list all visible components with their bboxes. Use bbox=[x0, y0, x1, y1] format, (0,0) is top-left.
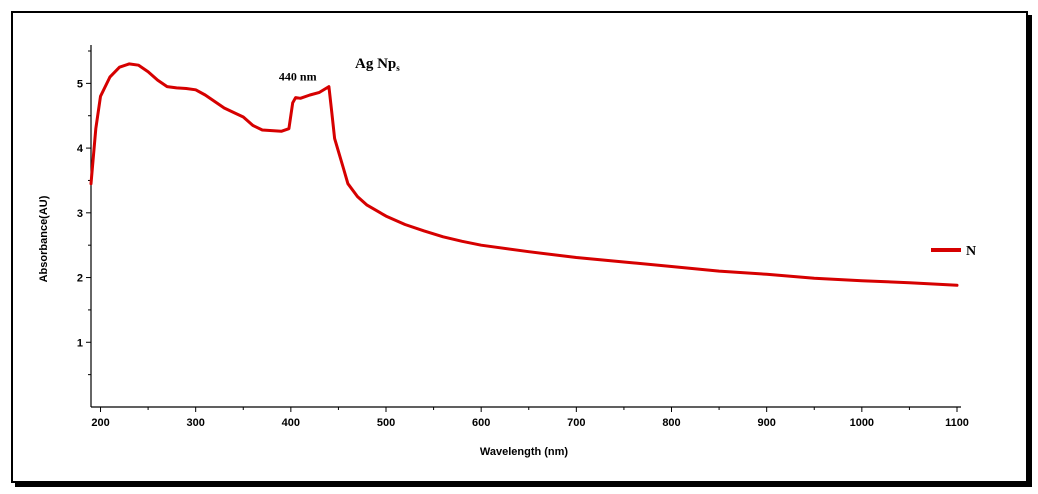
annotations: Ag Nps 440 nm bbox=[279, 56, 400, 84]
y-tick-label: 4 bbox=[77, 143, 84, 155]
x-tick-label: 1000 bbox=[850, 417, 874, 429]
x-tick-label: 700 bbox=[567, 417, 585, 429]
x-tick-label: 1100 bbox=[945, 417, 969, 429]
line-chart: 200 300 400 500 600 700 800 900 1000 1100 1 2 3 4 5 Ag… bbox=[38, 45, 976, 458]
x-tick-label: 500 bbox=[377, 417, 395, 429]
x-tick-label: 800 bbox=[662, 417, 680, 429]
y-tick-label: 1 bbox=[77, 337, 83, 349]
x-tick-label: 600 bbox=[472, 417, 490, 429]
legend-label-n: N bbox=[966, 244, 976, 259]
annotation-ag-nps-subscript: s bbox=[396, 63, 400, 73]
y-tick-label: 2 bbox=[77, 273, 83, 285]
x-tick-label: 400 bbox=[282, 417, 300, 429]
y-tick-label: 3 bbox=[77, 208, 83, 220]
x-tick-label: 200 bbox=[91, 417, 109, 429]
x-tick-label: 300 bbox=[187, 417, 205, 429]
annotation-ag-nps-text: Ag Np bbox=[355, 56, 396, 72]
y-tick-label: 5 bbox=[77, 78, 83, 90]
annotation-peak-440nm: 440 nm bbox=[279, 70, 317, 84]
chart-frame: 200 300 400 500 600 700 800 900 1000 1100 1 2 3 4 5 Ag… bbox=[11, 11, 1028, 483]
axes: 200 300 400 500 600 700 800 900 1000 1100 1 2 3 4 5 bbox=[77, 45, 969, 429]
series-layer bbox=[89, 62, 959, 287]
y-axis-label: Absorbance(AU) bbox=[38, 195, 50, 282]
x-axis-label: Wavelength (nm) bbox=[480, 446, 569, 458]
annotation-ag-nps: Ag Nps bbox=[355, 56, 400, 73]
x-tick-label: 900 bbox=[757, 417, 775, 429]
legend: N bbox=[931, 244, 976, 259]
series-line-n bbox=[89, 62, 959, 287]
